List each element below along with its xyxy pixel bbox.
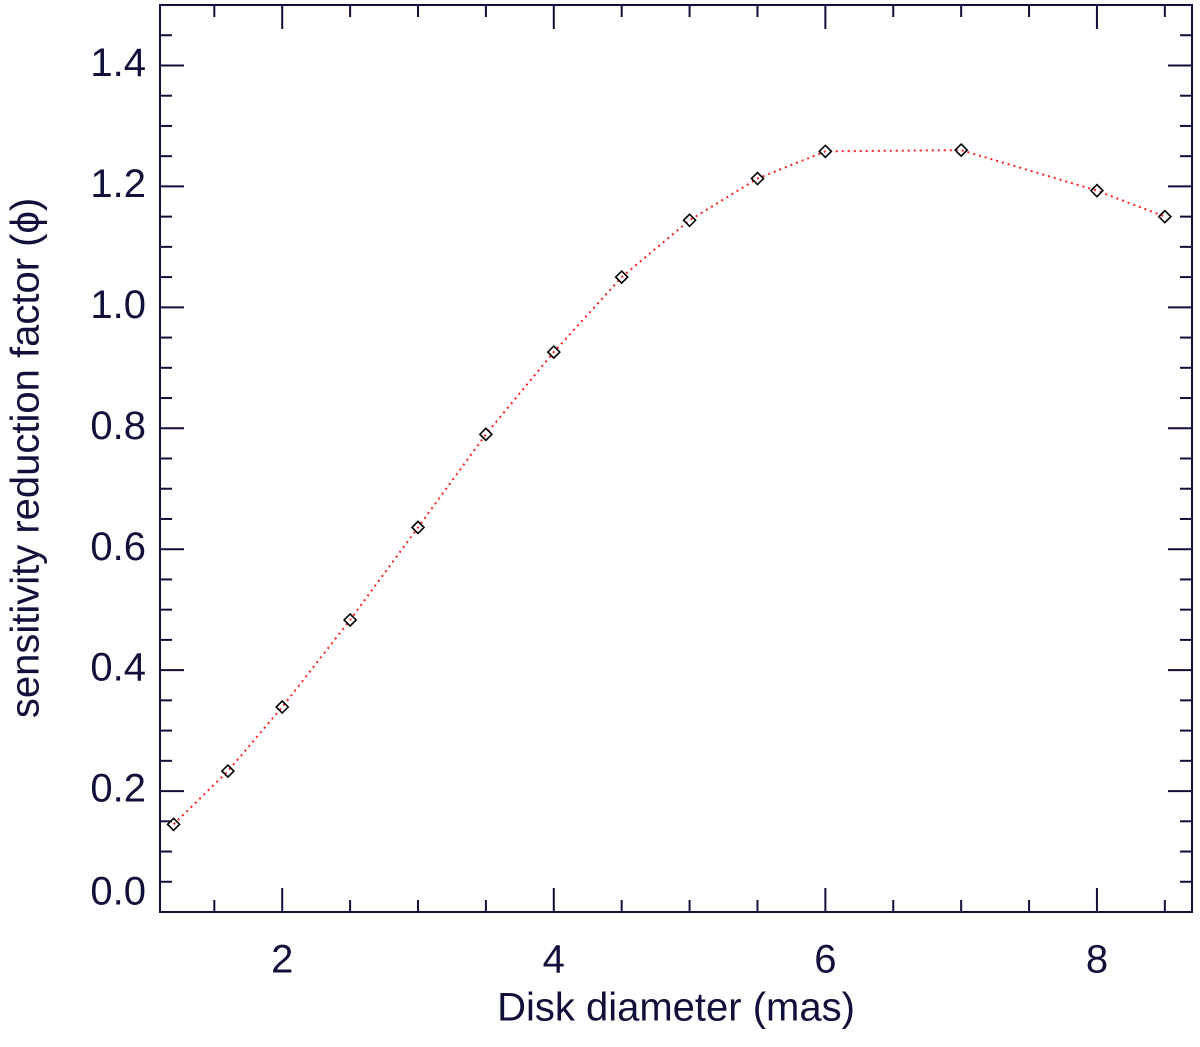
data-point: [954, 142, 969, 158]
y-tick-label: 1.2: [90, 162, 146, 206]
x-tick-label: 2: [271, 938, 293, 982]
data-point: [275, 699, 290, 715]
y-axis-label: sensitivity reduction factor (ϕ): [4, 198, 48, 718]
data-point: [1089, 183, 1105, 198]
y-tick-label: 1.0: [90, 283, 146, 327]
data-point: [614, 269, 629, 285]
data-point: [220, 763, 236, 779]
y-tick-label: 0.8: [90, 404, 146, 448]
data-line: [172, 149, 1166, 826]
data-point: [166, 817, 181, 832]
y-tick-label: 0.2: [90, 767, 146, 811]
x-tick-label: 4: [543, 938, 565, 982]
data-point: [818, 144, 833, 159]
y-tick-label: 0.4: [90, 646, 146, 690]
y-tick-label: 0.0: [90, 870, 146, 914]
data-point: [478, 427, 494, 442]
data-point: [342, 612, 358, 628]
data-point: [750, 171, 765, 186]
plot-frame: [159, 4, 1193, 913]
data-point: [546, 344, 561, 360]
y-tick-label: 1.4: [90, 41, 146, 85]
x-axis-label: Disk diameter (mas): [497, 986, 855, 1030]
x-tick-label: 8: [1086, 938, 1108, 982]
y-tick-label: 0.6: [90, 525, 146, 569]
data-point: [410, 520, 426, 535]
x-tick-label: 6: [814, 938, 836, 982]
data-point: [1157, 209, 1172, 224]
data-point: [682, 213, 697, 228]
